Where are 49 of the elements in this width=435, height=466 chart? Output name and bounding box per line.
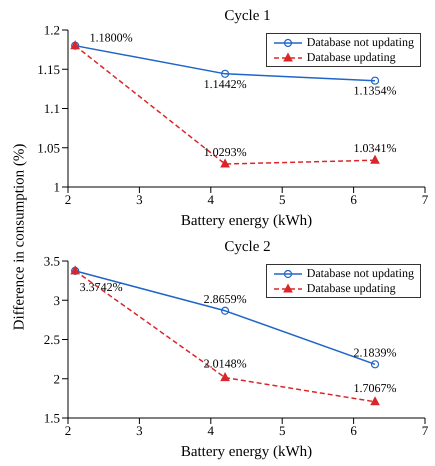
x-tick-label: 6	[350, 192, 358, 208]
y-tick-label: 3	[54, 292, 60, 308]
x-tick-label: 3	[136, 423, 143, 438]
data-label: 1.7067%	[354, 380, 397, 395]
y-tick-label: 1.2	[44, 22, 60, 38]
point	[370, 396, 380, 406]
data-label: 1.0341%	[354, 141, 397, 156]
x-tick-label: 3	[136, 192, 143, 208]
y-tick-label: 2.5	[44, 332, 60, 348]
point	[220, 372, 230, 382]
data-label: 2.8659%	[204, 292, 247, 306]
data-label: 2.1839%	[354, 345, 397, 360]
x-tick-label: 6	[350, 423, 358, 438]
x-tick-label: 5	[278, 423, 286, 438]
data-label: 1.1354%	[354, 84, 397, 98]
chart-title: Cycle 1	[223, 8, 272, 25]
data-label: 3.3742%	[80, 280, 123, 294]
x-tick-label: 2	[64, 192, 72, 208]
legend-label: Database updating	[306, 281, 396, 296]
legend-label: Database not updating	[306, 35, 414, 50]
point	[370, 360, 380, 368]
x-axis-title: Battery energy (kWh)	[180, 444, 312, 460]
x-tick-label: 5	[278, 192, 286, 208]
data-label: 2.0148%	[204, 356, 247, 371]
point	[220, 70, 230, 78]
y-tick-label: 1.1	[44, 101, 60, 116]
data-label: 1.1800%	[90, 30, 133, 45]
y-tick-label: 2	[54, 371, 60, 386]
x-tick-label: 4	[208, 423, 215, 438]
y-tick-label: 1.05	[37, 140, 60, 156]
legend-label: Database updating	[306, 50, 396, 65]
x-tick-label: 4	[208, 192, 215, 208]
y-axis-title: Difference in consumption (%)	[12, 144, 28, 330]
y-tick-label: 1.5	[44, 410, 60, 426]
x-axis-title: Battery energy (kWh)	[180, 213, 312, 229]
data-label: 1.0293%	[204, 145, 247, 159]
data-label: 1.1442%	[204, 76, 247, 91]
y-tick-label: 1	[54, 180, 60, 195]
y-tick-label: 1.15	[37, 62, 60, 77]
chart-title: Cycle 2	[223, 239, 272, 256]
legend-label: Database not updating	[306, 266, 414, 281]
x-tick-label: 7	[422, 423, 429, 438]
point	[370, 76, 380, 85]
x-tick-label: 2	[64, 423, 72, 438]
point	[220, 159, 230, 168]
point	[220, 306, 230, 315]
x-tick-label: 7	[422, 192, 429, 208]
y-tick-label: 3.5	[44, 254, 60, 269]
point	[370, 155, 380, 164]
